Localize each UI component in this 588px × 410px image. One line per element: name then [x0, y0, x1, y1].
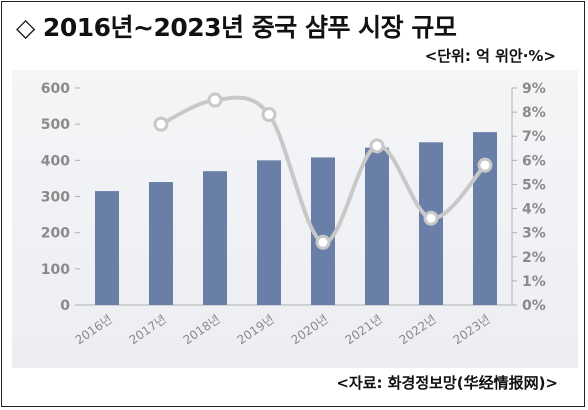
- x-tick-label: 2021년: [343, 312, 385, 347]
- growth-point-2023년: [477, 157, 493, 173]
- left-y-tick-label: 400: [41, 153, 70, 169]
- x-tick-label: 2016년: [73, 312, 115, 347]
- right-y-tick-label: 5%: [522, 177, 546, 193]
- left-y-tick-label: 200: [41, 226, 70, 242]
- right-y-tick-label: 7%: [522, 129, 546, 145]
- x-tick-label: 2022년: [397, 312, 439, 347]
- left-y-tick-label: 100: [41, 262, 70, 278]
- right-y-tick-label: 2%: [522, 250, 546, 266]
- left-y-tick-label: 500: [41, 117, 70, 133]
- chart-title: ◇ 2016년~2023년 중국 샴푸 시장 규모: [16, 13, 457, 42]
- growth-point-2022년: [423, 210, 439, 226]
- right-y-tick-label: 6%: [522, 153, 546, 169]
- right-y-tick-label: 1%: [522, 274, 546, 290]
- bar-2018년: [203, 171, 227, 305]
- bar-2021년: [365, 147, 389, 305]
- right-y-tick-label: 8%: [522, 105, 546, 121]
- bar-2017년: [149, 182, 173, 305]
- x-tick-label: 2017년: [127, 312, 169, 347]
- growth-point-2018년: [207, 92, 223, 108]
- unit-label: <단위: 억 위안·%>: [424, 47, 556, 65]
- x-tick-label: 2018년: [181, 312, 223, 347]
- growth-point-2017년: [153, 116, 169, 132]
- growth-point-2019년: [261, 107, 277, 123]
- growth-point-2021년: [369, 138, 385, 154]
- left-y-tick-label: 300: [41, 190, 70, 206]
- bar-2016년: [95, 191, 119, 305]
- right-y-tick-label: 4%: [522, 202, 546, 218]
- x-tick-label: 2023년: [451, 312, 493, 347]
- x-tick-label: 2020년: [289, 312, 331, 347]
- right-y-tick-label: 3%: [522, 226, 546, 242]
- right-y-tick-label: 9%: [522, 81, 546, 97]
- right-y-tick-label: 0%: [522, 298, 546, 314]
- left-y-tick-label: 600: [41, 81, 70, 97]
- left-y-tick-label: 0: [60, 298, 70, 314]
- bar-2019년: [257, 160, 281, 305]
- growth-point-2020년: [315, 234, 331, 250]
- x-tick-label: 2019년: [235, 312, 277, 347]
- source-label: <자료: 화경정보망(华经情报网)>: [336, 374, 558, 392]
